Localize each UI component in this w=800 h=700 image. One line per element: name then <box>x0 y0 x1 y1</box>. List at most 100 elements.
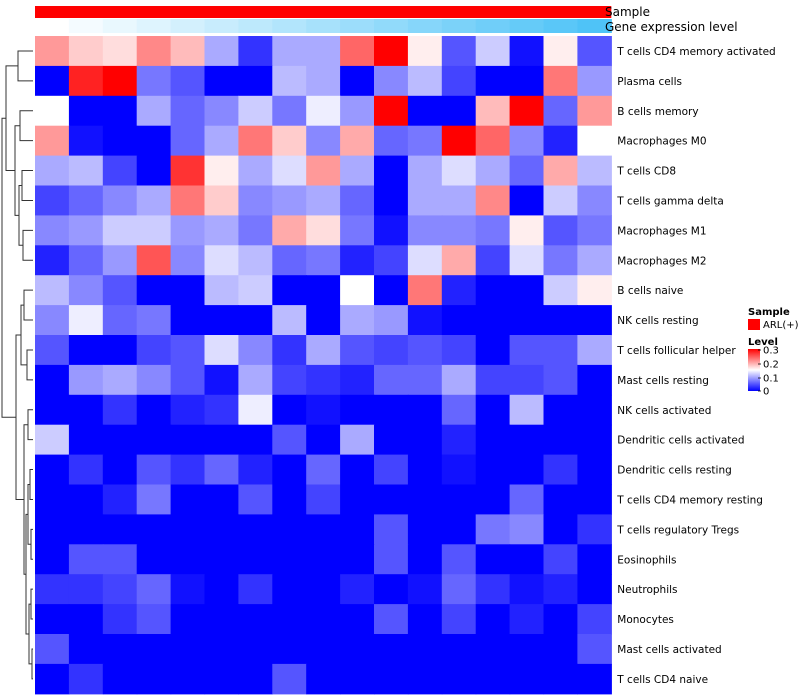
heatmap-cell <box>374 36 409 67</box>
heatmap-cell <box>306 364 341 396</box>
heatmap-cell <box>136 454 172 486</box>
row-label: NK cells activated <box>617 405 711 417</box>
dendrogram-branch <box>30 528 33 560</box>
heatmap-cell <box>238 484 273 515</box>
heatmap-cell <box>306 514 341 545</box>
heatmap-cell <box>374 424 409 456</box>
heatmap-cell <box>407 185 443 216</box>
heatmap-cell <box>306 484 341 515</box>
row-label: Macrophages M2 <box>617 255 706 267</box>
heatmap-cell <box>475 663 511 695</box>
heatmap-cell <box>68 36 104 67</box>
heatmap-cell <box>543 95 578 127</box>
heatmap-cell <box>102 364 138 396</box>
heatmap-cell <box>35 215 70 246</box>
legend-level-tick-label: 0.3 <box>763 346 779 357</box>
heatmap-cell <box>475 215 511 246</box>
heatmap-cell <box>441 574 477 605</box>
heatmap-cell <box>509 36 545 67</box>
heatmap-cell <box>204 125 239 157</box>
heatmap-cell <box>68 663 104 695</box>
heatmap-cell <box>475 65 511 97</box>
heatmap-cell <box>407 245 443 276</box>
dendrogram-branch <box>15 334 24 500</box>
heatmap-cell <box>35 125 70 157</box>
row-label: T cells CD4 memory activated <box>616 46 775 58</box>
heatmap-cell <box>35 185 70 216</box>
heatmap-cell <box>475 245 511 276</box>
heatmap-cell <box>170 604 206 635</box>
heatmap-cell <box>441 544 477 575</box>
heatmap-cell <box>68 544 104 575</box>
heatmap-cell <box>204 275 239 306</box>
heatmap-cell <box>306 335 341 366</box>
heatmap-cell <box>272 424 307 456</box>
heatmap-cell <box>340 514 375 545</box>
heatmap-cell <box>441 125 477 157</box>
annotation-bar-sample <box>35 6 612 18</box>
heatmap-cell <box>272 185 307 216</box>
heatmap-cell <box>577 574 612 605</box>
heatmap-cell <box>204 634 239 665</box>
heatmap-cell <box>509 95 545 127</box>
heatmap-cell <box>543 215 578 246</box>
annotation-cell-gene-expression <box>136 19 172 33</box>
heatmap-cell <box>509 335 545 366</box>
heatmap-cell <box>136 424 172 456</box>
heatmap-cell <box>577 604 612 635</box>
heatmap-cell <box>407 305 443 336</box>
heatmap-cell <box>306 185 341 216</box>
heatmap-cell <box>374 125 409 157</box>
heatmap-cell <box>272 36 307 67</box>
heatmap-cell <box>509 155 545 187</box>
heatmap-cell <box>136 484 172 515</box>
heatmap-cell <box>577 454 612 486</box>
heatmap-cell <box>170 484 206 515</box>
heatmap-cell <box>407 484 443 515</box>
heatmap-cell <box>35 155 70 187</box>
heatmap-cell <box>102 95 138 127</box>
heatmap-cell <box>475 275 511 306</box>
heatmap-cell <box>170 634 206 665</box>
heatmap-cell <box>306 454 341 486</box>
heatmap-cell <box>441 215 477 246</box>
heatmap-cell <box>441 663 477 695</box>
heatmap-cell <box>475 574 511 605</box>
heatmap-cell <box>509 245 545 276</box>
row-label: T cells CD4 memory resting <box>616 494 763 506</box>
heatmap-cell <box>102 185 138 216</box>
heatmap-cell <box>35 364 70 396</box>
heatmap-cell <box>543 574 578 605</box>
dendrogram-branch <box>23 289 33 321</box>
heatmap-cell <box>374 245 409 276</box>
heatmap-cell <box>170 424 206 456</box>
heatmap-cell <box>509 394 545 426</box>
heatmap-cell <box>306 36 341 67</box>
heatmap-cell <box>306 65 341 97</box>
heatmap-cell <box>577 215 612 246</box>
heatmap-cell <box>374 634 409 665</box>
heatmap-cell <box>204 305 239 336</box>
heatmap-cell <box>136 394 172 426</box>
heatmap-cell <box>272 454 307 486</box>
heatmap-cell <box>238 574 273 605</box>
heatmap-cell <box>543 36 578 67</box>
heatmap-cell <box>238 364 273 396</box>
heatmap-cell <box>204 335 239 366</box>
heatmap-cell <box>238 634 273 665</box>
heatmap-cell <box>35 36 70 67</box>
heatmap-cell <box>475 394 511 426</box>
heatmap-cell <box>35 634 70 665</box>
heatmap-cell <box>340 335 375 366</box>
heatmap-cell <box>441 245 477 276</box>
heatmap-cell <box>35 574 70 605</box>
heatmap-cell <box>306 394 341 426</box>
annotation-cell-gene-expression <box>35 19 70 33</box>
heatmap-cell <box>68 604 104 635</box>
annotation-cell-gene-expression <box>577 19 612 33</box>
annotation-cell-gene-expression <box>475 19 511 33</box>
heatmap-cell <box>170 125 206 157</box>
heatmap-cell <box>102 424 138 456</box>
heatmap-cell <box>340 125 375 157</box>
heatmap-cell <box>441 335 477 366</box>
